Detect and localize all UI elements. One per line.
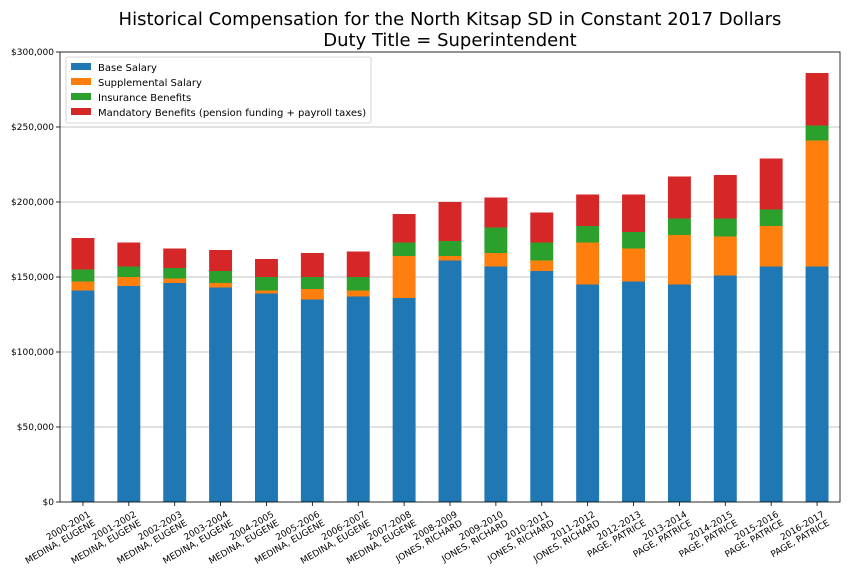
bar-segment: [759, 209, 783, 226]
bar-segment: [805, 266, 829, 502]
bar-segment: [667, 235, 691, 285]
bar-segment: [117, 286, 141, 502]
bar-segment: [530, 242, 554, 261]
plot-frame: [59, 51, 841, 503]
bar-segment: [346, 290, 370, 297]
axes: [56, 51, 841, 506]
bar-segment: [713, 218, 737, 237]
bar-segment: [438, 241, 462, 256]
legend-box: [65, 56, 372, 124]
bar-segment: [163, 283, 187, 502]
bar-segment: [576, 242, 600, 285]
bar-segment: [484, 253, 508, 267]
bar-segment: [163, 268, 187, 279]
bar-segment: [300, 253, 324, 277]
bar-segment: [667, 176, 691, 219]
bar-segment: [759, 226, 783, 267]
bar-segment: [484, 197, 508, 228]
bar-segment: [71, 290, 95, 502]
bar-segment: [346, 296, 370, 502]
bar-segment: [117, 266, 141, 277]
y-tick-label: $50,000: [17, 423, 54, 433]
bar-segment: [805, 73, 829, 126]
bar-segment: [255, 290, 278, 294]
bar-segment: [71, 281, 95, 291]
legend-label: Mandatory Benefits (pension funding + pa…: [98, 108, 366, 119]
bar-segment: [392, 242, 416, 256]
bar-segment: [667, 284, 691, 502]
bar-segment: [713, 275, 737, 502]
bar-segment: [300, 277, 324, 289]
bar-segment: [622, 281, 645, 502]
legend-swatch: [71, 108, 91, 115]
legend-label: Insurance Benefits: [98, 93, 191, 104]
bar-segment: [392, 214, 416, 243]
bar-segment: [438, 260, 462, 502]
legend-swatch: [71, 93, 91, 100]
bar-segment: [759, 158, 783, 210]
bar-segment: [713, 175, 737, 219]
bar-segment: [392, 256, 416, 298]
bar-segment: [530, 260, 554, 271]
legend-swatch: [71, 63, 91, 70]
bar-segment: [622, 194, 645, 232]
y-tick-label: $300,000: [11, 48, 54, 58]
bar-segment: [346, 277, 370, 291]
bar-segment: [667, 218, 691, 235]
chart-title: Historical Compensation for the North Ki…: [119, 9, 782, 30]
bar-segment: [438, 202, 462, 241]
bar-segment: [576, 194, 600, 226]
bar-segment: [576, 226, 600, 243]
bar-segment: [255, 293, 278, 502]
chart-subtitle: Duty Title = Superintendent: [323, 30, 576, 51]
bars: [71, 73, 829, 502]
legend-swatch: [71, 78, 91, 85]
legend-label: Supplemental Salary: [98, 78, 202, 89]
y-tick-label: $250,000: [11, 123, 54, 133]
bar-segment: [209, 250, 233, 271]
bar-segment: [576, 284, 600, 502]
bar-segment: [117, 277, 141, 286]
bar-segment: [71, 269, 95, 282]
y-tick-label: $150,000: [11, 273, 54, 283]
legend-label: Base Salary: [98, 63, 157, 74]
bar-segment: [209, 283, 233, 288]
bar-segment: [163, 278, 187, 283]
bar-segment: [484, 227, 508, 253]
bar-segment: [622, 232, 645, 249]
y-tick-label: $200,000: [11, 198, 54, 208]
bar-segment: [209, 271, 233, 283]
bar-segment: [484, 266, 508, 502]
bar-segment: [255, 259, 278, 277]
bar-segment: [117, 242, 141, 267]
legend: Base Salary Supplemental Salary Insurance …: [65, 56, 372, 124]
bar-segment: [209, 287, 233, 502]
bar-segment: [805, 140, 829, 267]
bar-segment: [346, 251, 370, 277]
bar-segment: [392, 298, 416, 502]
bar-segment: [805, 125, 829, 141]
bar-segment: [163, 248, 187, 268]
bar-segment: [300, 299, 324, 502]
bar-segment: [300, 289, 324, 300]
bar-segment: [530, 212, 554, 243]
bar-segment: [530, 271, 554, 502]
bar-segment: [71, 238, 95, 270]
y-tick-label: $0: [43, 498, 55, 508]
y-tick-label: $100,000: [11, 348, 54, 358]
bar-segment: [713, 236, 737, 276]
bar-segment: [255, 277, 278, 291]
bar-segment: [622, 248, 645, 282]
bar-segment: [759, 266, 783, 502]
bar-segment: [438, 256, 462, 261]
